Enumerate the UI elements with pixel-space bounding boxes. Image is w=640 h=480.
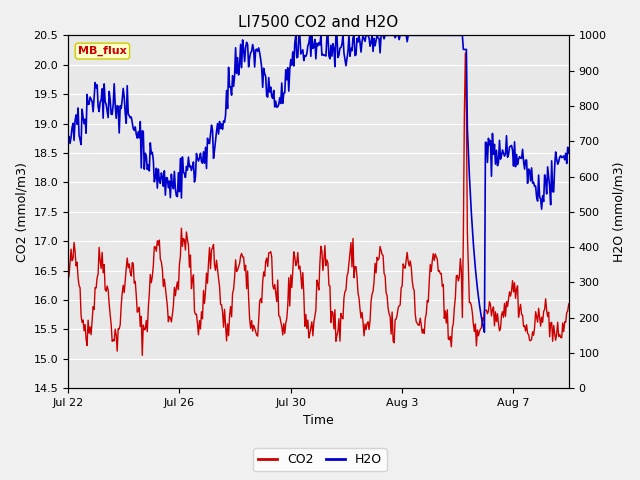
Y-axis label: H2O (mmol/m3): H2O (mmol/m3)	[612, 162, 625, 262]
Y-axis label: CO2 (mmol/m3): CO2 (mmol/m3)	[15, 162, 28, 262]
Text: MB_flux: MB_flux	[78, 46, 127, 56]
Legend: CO2, H2O: CO2, H2O	[253, 448, 387, 471]
X-axis label: Time: Time	[303, 414, 333, 427]
Title: LI7500 CO2 and H2O: LI7500 CO2 and H2O	[238, 15, 399, 30]
